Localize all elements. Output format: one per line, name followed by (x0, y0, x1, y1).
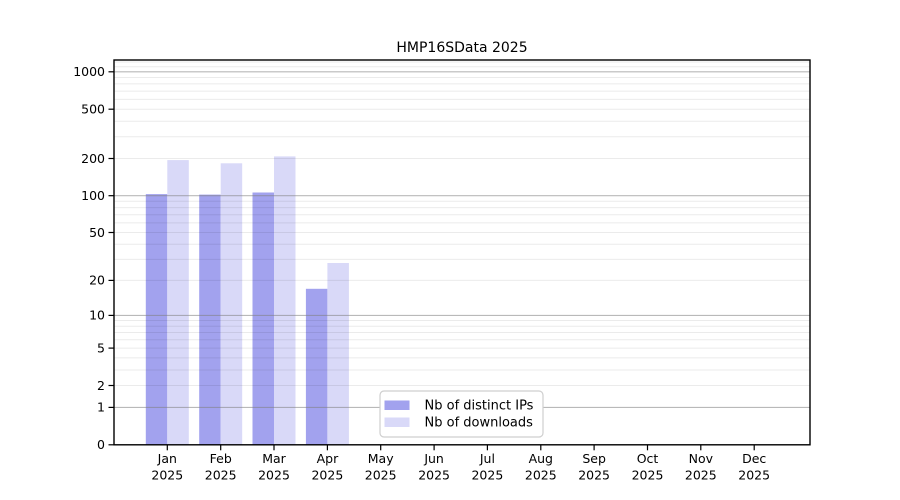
bar-nb-of-downloads-feb (220, 163, 243, 445)
x-tick-label-aug: Aug (529, 451, 553, 466)
x-tick-label-jun: Jun (423, 451, 444, 466)
legend-swatch-nb-of-downloads (384, 417, 410, 427)
gridlines-group (114, 61, 810, 408)
y-tick-label-5: 5 (97, 340, 105, 355)
y-tick-label-50: 50 (89, 225, 105, 240)
x-tick-year-apr: 2025 (311, 468, 343, 483)
x-tick-year-mar: 2025 (258, 468, 290, 483)
x-tick-year-may: 2025 (365, 468, 397, 483)
y-tick-label-20: 20 (89, 273, 105, 288)
y-tick-label-2: 2 (97, 378, 105, 393)
legend-label-nb-of-distinct-ips: Nb of distinct IPs (425, 399, 534, 414)
bar-nb-of-distinct-ips-apr (305, 288, 328, 445)
chart-title: HMP16SData 2025 (396, 40, 527, 56)
bar-nb-of-downloads-mar (274, 156, 296, 445)
legend-label-nb-of-downloads: Nb of downloads (425, 416, 534, 431)
x-tick-label-jan: Jan (157, 451, 177, 466)
bar-series-group (145, 156, 349, 445)
x-tick-year-sep: 2025 (578, 468, 610, 483)
axes-group: 0 1 2 5 10 20 50 100 200 500 1000 Jan 2025 Feb 2025 Mar… (73, 59, 811, 483)
y-tick-label-500: 500 (81, 102, 105, 117)
x-tick-year-jul: 2025 (471, 468, 503, 483)
x-tick-label-jul: Jul (479, 451, 495, 466)
x-tick-label-apr: Apr (317, 451, 339, 466)
x-tick-year-jan: 2025 (151, 468, 183, 483)
y-tick-label-1: 1 (97, 400, 105, 415)
legend-swatch-nb-of-distinct-ips (384, 400, 410, 410)
y-tick-label-1000: 1000 (73, 64, 105, 79)
bar-nb-of-downloads-jan (167, 160, 189, 445)
y-tick-label-100: 100 (81, 188, 105, 203)
x-tick-year-jun: 2025 (418, 468, 450, 483)
x-tick-label-sep: Sep (582, 451, 606, 466)
bar-nb-of-distinct-ips-mar (252, 192, 274, 445)
x-tick-year-dec: 2025 (738, 468, 770, 483)
x-tick-label-feb: Feb (210, 451, 232, 466)
y-tick-label-200: 200 (81, 151, 105, 166)
x-tick-year-nov: 2025 (685, 468, 717, 483)
x-tick-year-aug: 2025 (525, 468, 557, 483)
y-tick-label-0: 0 (97, 437, 105, 452)
legend: Nb of distinct IPs Nb of downloads (379, 390, 544, 438)
plot-border (113, 59, 811, 446)
x-tick-year-oct: 2025 (632, 468, 664, 483)
bar-nb-of-downloads-apr (327, 263, 349, 445)
x-tick-label-dec: Dec (742, 451, 766, 466)
x-tick-label-oct: Oct (637, 451, 659, 466)
x-tick-label-mar: Mar (262, 451, 286, 466)
x-tick-label-nov: Nov (689, 451, 714, 466)
x-tick-year-feb: 2025 (205, 468, 237, 483)
x-tick-label-may: May (368, 451, 394, 466)
legend-box (379, 390, 544, 438)
bar-nb-of-distinct-ips-feb (199, 194, 221, 445)
bar-nb-of-distinct-ips-jan (145, 194, 168, 445)
y-tick-label-10: 10 (89, 308, 105, 323)
